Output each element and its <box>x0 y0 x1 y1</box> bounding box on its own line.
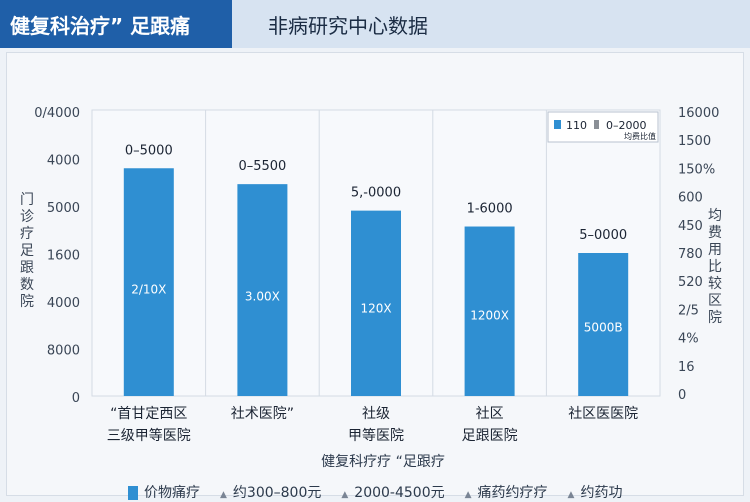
legend-bottom-item-3: ▲ 痛药约疗疗 <box>464 485 548 501</box>
category-labels: “首甘定西区三级甲等医院 社术医院” 社级甲等医院 社区足跟医院 社区医医院 <box>107 406 638 444</box>
triangle-icon: ▲ <box>341 490 349 500</box>
category-label: 社区足跟医院 <box>462 406 518 444</box>
category-label: 社区医医院 <box>568 406 638 422</box>
legend-item-label: 0–2000 <box>606 119 647 132</box>
bar <box>351 210 401 396</box>
bar-inside-label: 1200X <box>470 309 509 323</box>
bar-top-label: 1-6000 <box>467 202 513 217</box>
right-tick-label: 600 <box>678 191 703 206</box>
legend-bottom-item-2: ▲ 2000-4500元 <box>341 485 445 501</box>
legend-swatch-icon <box>594 120 599 129</box>
bar-top-label: 5–0000 <box>579 228 627 243</box>
chart-bars: 0–5000 2/10X 0–5500 3.00X 5,-0000 120X 1-6000 1… <box>123 143 629 396</box>
right-tick-label: 2/5 <box>678 303 699 318</box>
category-label: “首甘定西区三级甲等医院 <box>107 406 191 444</box>
bar-top-label: 5,-0000 <box>351 186 401 201</box>
right-tick-label: 520 <box>678 275 703 290</box>
legend-bottom-item-0: 价物痛疗 <box>128 482 200 502</box>
legend-swatch-icon <box>128 486 138 500</box>
right-tick-label: 0 <box>678 388 686 403</box>
header-subtitle-tab[interactable]: 非病研究中心数据 <box>232 0 750 48</box>
left-tick-label: 4000 <box>47 296 80 311</box>
bar-inside-label: 3.00X <box>245 290 280 304</box>
left-tick-labels: 0/4000 4000 5000 1600 4000 8000 0 <box>34 106 80 406</box>
right-tick-labels: 16000 1500 150% 600 450 780 520 2/5 4% 16 0 <box>678 106 719 403</box>
triangle-icon: ▲ <box>220 490 227 500</box>
bar <box>464 226 515 396</box>
right-tick-label: 16 <box>678 360 695 375</box>
legend-item-label: 均费比值 <box>624 131 656 141</box>
right-tick-label: 450 <box>678 219 703 234</box>
bar-inside-label: 5000B <box>584 321 623 335</box>
bar-top-label: 0–5500 <box>238 159 286 174</box>
right-tick-label: 150% <box>678 162 715 177</box>
right-tick-label: 4% <box>678 332 699 347</box>
bar <box>578 253 629 396</box>
right-tick-label: 1500 <box>678 134 711 149</box>
y-axis-label-left: 门诊疗足跟数院 <box>20 192 34 310</box>
bar-top-label: 0–5000 <box>125 143 173 158</box>
triangle-icon: ▲ <box>464 490 472 500</box>
legend-bottom-item-4: ▲ 约药功 <box>567 485 623 501</box>
right-tick-label: 16000 <box>678 106 719 121</box>
category-label: 社级甲等医院 <box>348 406 404 444</box>
legend-bottom-item-1: ▲ 约300–800元 <box>220 485 322 501</box>
left-tick-label: 5000 <box>47 201 80 216</box>
bar-inside-label: 120X <box>360 302 391 316</box>
bar-inside-label: 2/10X <box>131 283 166 297</box>
left-tick-label: 0/4000 <box>34 106 80 121</box>
bar <box>237 184 288 396</box>
legend-box <box>547 111 659 143</box>
left-tick-label: 4000 <box>47 154 80 169</box>
category-label: 社术医院” <box>231 406 294 422</box>
right-tick-label: 780 <box>678 247 703 262</box>
header-title-tab[interactable]: 健复科治疗” 足跟痛 <box>0 0 232 48</box>
left-tick-label: 8000 <box>47 344 80 359</box>
legend-swatch-icon <box>554 120 561 129</box>
legend-item-label: 110 <box>566 119 587 132</box>
x-axis-label: 健复科疗疗 “足跟疗 <box>321 453 445 470</box>
bar <box>123 168 174 396</box>
left-tick-label: 1600 <box>47 249 80 264</box>
triangle-icon: ▲ <box>567 490 575 500</box>
y-axis-label-right: 均费用比较区院 <box>708 208 722 326</box>
left-tick-label: 0 <box>72 391 80 406</box>
legend-bottom: 价物痛疗 ▲ 约300–800元 ▲ 2000-4500元 ▲ 痛药约疗疗 ▲ 约药功 <box>128 482 622 502</box>
